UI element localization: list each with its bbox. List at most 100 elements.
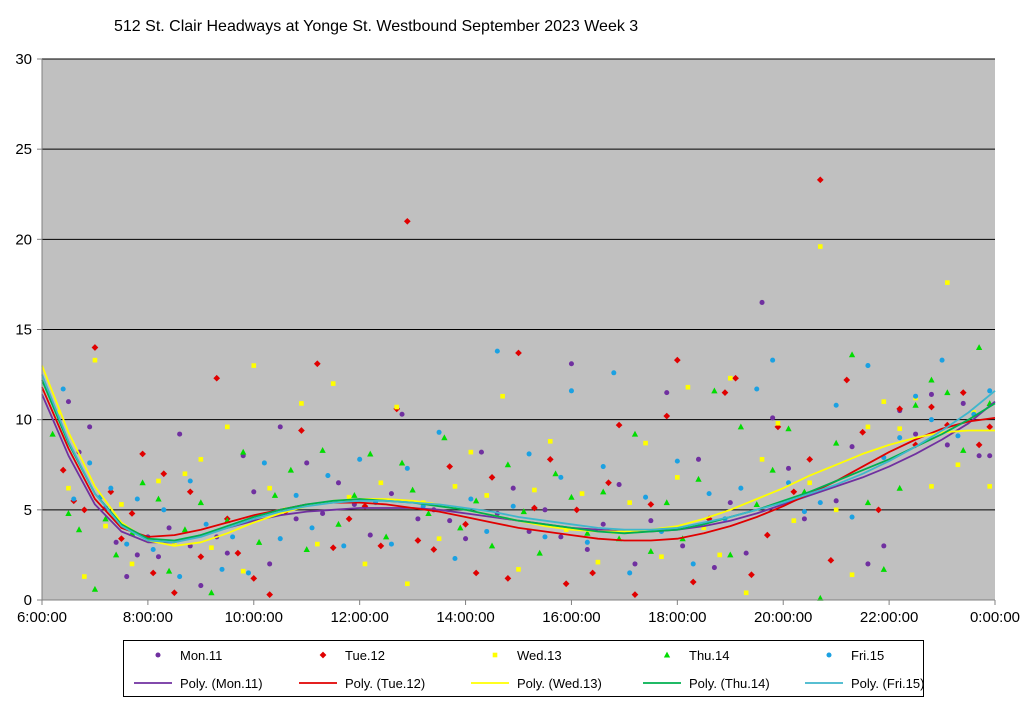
data-point (319, 446, 326, 453)
data-point (457, 524, 464, 531)
data-point (631, 430, 639, 437)
data-point (987, 484, 993, 489)
data-point (833, 507, 839, 513)
data-point (859, 428, 866, 436)
data-point (632, 561, 638, 567)
data-point (536, 549, 543, 556)
data-point (770, 415, 776, 421)
data-point (277, 424, 283, 430)
chart-title: 512 St. Clair Headways at Yonge St. West… (114, 18, 639, 35)
data-point (547, 438, 553, 444)
data-point (251, 363, 257, 368)
data-point (616, 482, 622, 488)
data-point (738, 485, 744, 491)
data-point (267, 561, 273, 567)
legend-symbol (639, 673, 685, 693)
data-point (706, 491, 712, 497)
data-point (325, 473, 331, 479)
data-point (251, 489, 257, 495)
data-point (675, 475, 680, 480)
data-point (478, 449, 484, 455)
data-point (848, 351, 856, 358)
data-point (573, 506, 581, 514)
y-tick-label: 20 (15, 231, 32, 248)
legend-item: Poly. (Fri.15) (801, 673, 924, 693)
data-point (664, 390, 670, 396)
data-point (224, 550, 230, 556)
x-tick-label: 14:00:00 (436, 609, 494, 626)
data-point (91, 585, 99, 592)
data-point (261, 460, 267, 466)
data-point (579, 491, 585, 496)
y-tick-label: 25 (15, 141, 32, 158)
data-point (139, 479, 146, 486)
data-point (49, 430, 56, 437)
data-point (255, 538, 263, 545)
data-point (785, 425, 792, 432)
data-point (378, 480, 384, 486)
data-point (833, 498, 839, 504)
data-point (520, 508, 527, 515)
x-tick-label: 22:00:00 (860, 609, 918, 626)
data-point (701, 525, 707, 531)
data-point (404, 465, 410, 471)
legend-label: Mon.11 (180, 647, 223, 663)
legend-item: Thu.14 (639, 645, 729, 665)
data-point (928, 403, 935, 411)
trendline (41, 374, 996, 544)
data-point (197, 553, 205, 561)
data-point (488, 474, 496, 481)
data-point (367, 450, 374, 457)
data-point (149, 569, 157, 577)
data-point (928, 417, 934, 423)
data-point (595, 559, 601, 565)
data-point (928, 391, 934, 397)
legend-marker (492, 652, 498, 658)
data-point (945, 280, 950, 285)
data-point (542, 534, 548, 540)
legend-label: Poly. (Wed.13) (517, 675, 602, 691)
data-point (103, 523, 108, 529)
data-point (335, 480, 342, 486)
data-point (648, 518, 654, 524)
data-point (250, 575, 258, 582)
data-point (627, 570, 633, 576)
data-point (774, 423, 782, 431)
data-point (986, 423, 994, 431)
data-point (315, 541, 320, 547)
data-point (452, 484, 458, 489)
data-point (134, 496, 140, 502)
data-point (865, 363, 871, 369)
data-point (546, 455, 554, 463)
data-point (59, 466, 67, 474)
data-point (82, 574, 87, 579)
data-point (759, 457, 765, 462)
data-point (399, 411, 405, 417)
data-point (880, 565, 887, 572)
data-point (271, 492, 279, 498)
data-point (446, 463, 454, 470)
data-point (267, 485, 272, 491)
data-point (394, 404, 400, 410)
legend-item: Fri.15 (801, 645, 884, 665)
data-point (987, 388, 993, 394)
data-point (293, 492, 299, 498)
data-point (711, 565, 717, 571)
data-point (532, 487, 537, 493)
data-point (377, 542, 385, 550)
legend-item: Poly. (Wed.13) (467, 673, 602, 693)
data-point (472, 569, 480, 577)
data-point (817, 244, 823, 249)
data-point (801, 516, 807, 522)
data-point (409, 486, 416, 493)
trendlines (41, 365, 996, 547)
data-point (124, 541, 130, 547)
data-point (362, 561, 368, 567)
data-point (213, 374, 221, 382)
x-tick-label: 20:00:00 (754, 609, 812, 626)
trendline (41, 379, 996, 542)
y-tick-label: 5 (24, 502, 32, 519)
legend-label: Fri.15 (851, 647, 885, 663)
data-point (897, 435, 903, 441)
data-point (770, 357, 776, 363)
